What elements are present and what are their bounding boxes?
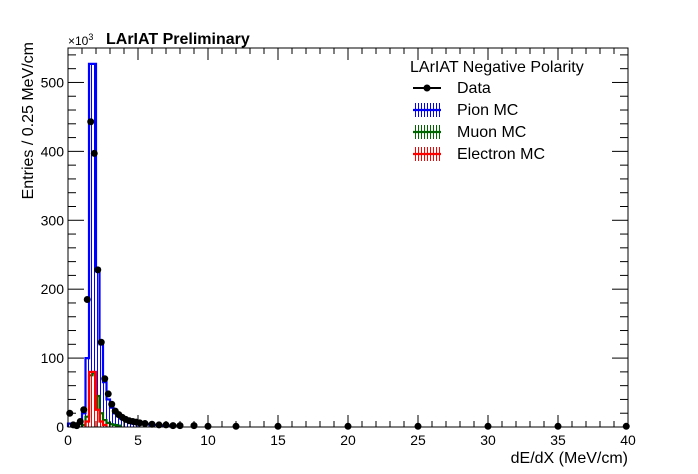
series-electron-mc (84, 370, 108, 427)
y-tick-label: 300 (41, 212, 65, 228)
histogram-bin (99, 344, 103, 427)
data-point (90, 149, 98, 157)
data-point (101, 375, 109, 383)
data-point (94, 266, 102, 274)
data-point (87, 118, 95, 126)
legend: LArIAT Negative Polarity Data Pion MC Muon… (410, 59, 584, 163)
x-tick-label: 5 (134, 432, 142, 448)
histogram-bin (110, 407, 114, 427)
legend-header: LArIAT Negative Polarity (410, 59, 584, 76)
legend-entry-electron-mc: Electron MC (413, 146, 545, 163)
histogram-bin (82, 413, 86, 427)
data-point (104, 390, 112, 398)
histogram-bin (89, 371, 93, 427)
histogram-bin (99, 413, 103, 427)
legend-marker (423, 84, 431, 92)
histogram-bin (89, 63, 93, 427)
histogram-bin (99, 421, 103, 427)
histogram-bin (124, 420, 128, 427)
x-tick-label: 20 (340, 432, 356, 448)
y-tick-label: 400 (41, 143, 65, 159)
x-tick-label: 25 (410, 432, 426, 448)
data-point (169, 422, 177, 430)
histogram-bin (85, 421, 89, 427)
legend-label: Muon MC (457, 124, 526, 141)
histogram-bin (103, 382, 107, 427)
chart-title: LArIAT Preliminary (106, 31, 250, 48)
histogram-bin (85, 358, 89, 427)
data-point (76, 417, 84, 425)
legend-entry-muon-mc: Muon MC (413, 124, 526, 141)
legend-label: Pion MC (457, 102, 518, 119)
histogram-bin (68, 423, 72, 427)
x-tick-label: 15 (270, 432, 286, 448)
legend-label: Data (457, 80, 491, 97)
data-point (80, 406, 88, 414)
legend-entry-pion-mc: Pion MC (413, 102, 518, 119)
plot-area (68, 48, 628, 427)
x-tick-label: 30 (480, 432, 496, 448)
histogram-bin (96, 268, 100, 427)
histogram-bin (113, 413, 117, 427)
histogram-bin (92, 371, 96, 427)
histogram-bin (110, 424, 114, 427)
y-axis-label: Entries / 0.25 MeV/cm (20, 42, 37, 199)
histogram-bin (120, 418, 124, 427)
x-axis-label: dE/dX (MeV/cm) (511, 450, 628, 467)
histogram-bin (117, 415, 121, 427)
y-multiplier: ×103 (68, 32, 93, 48)
x-tick-label: 35 (550, 432, 566, 448)
data-point (83, 296, 91, 304)
x-tick-label: 10 (200, 432, 216, 448)
histogram-outline (84, 370, 108, 427)
plot-frame-fill (68, 48, 628, 427)
histogram-bin (106, 399, 110, 427)
y-tick-label: 200 (41, 281, 65, 297)
histogram-bin (92, 63, 96, 427)
legend-entry-data: Data (413, 80, 491, 97)
y-tick-label: 100 (41, 350, 65, 366)
x-tick-label: 40 (620, 432, 636, 448)
histogram-bin (106, 422, 110, 427)
data-point (141, 420, 149, 428)
y-tick-label: 0 (56, 419, 64, 435)
legend-label: Electron MC (457, 146, 545, 163)
histogram-bin (96, 409, 100, 427)
x-tick-label: 0 (64, 432, 72, 448)
data-point (622, 422, 630, 430)
data-point (97, 338, 105, 346)
data-point (108, 400, 116, 408)
y-tick-label: 500 (41, 74, 65, 90)
histogram-bin (103, 420, 107, 427)
